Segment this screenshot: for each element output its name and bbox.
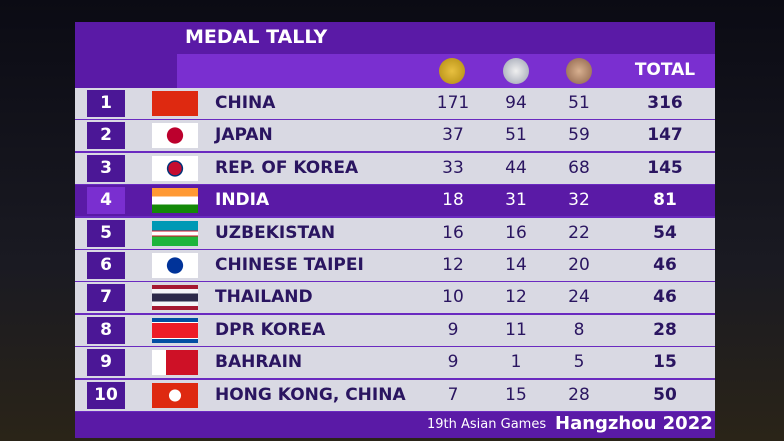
bronze-icon — [566, 58, 592, 84]
table-row: 7 THAILAND 10 12 24 46 — [75, 282, 715, 316]
silver-count: 15 — [505, 384, 527, 405]
country: HONG KONG, CHINA — [215, 384, 406, 405]
bronze-count: 20 — [568, 255, 590, 275]
total-count: 46 — [653, 287, 677, 308]
gold-count: 9 — [447, 319, 459, 340]
bronze-count: 5 — [573, 352, 585, 373]
rank: 9 — [87, 349, 125, 377]
gold-count: 7 — [447, 384, 459, 405]
rank: 3 — [87, 154, 125, 182]
silver-count: 51 — [505, 125, 527, 146]
country: UZBEKISTAN — [215, 222, 336, 243]
bronze-count: 28 — [568, 384, 590, 405]
flag — [152, 220, 198, 246]
flag — [152, 382, 198, 408]
flag — [152, 123, 198, 149]
total-count: 316 — [647, 93, 683, 113]
total-count: 54 — [653, 222, 677, 243]
header: MEDAL TALLY TOTAL — [75, 22, 715, 88]
silver-count: 12 — [505, 287, 527, 308]
table-row: 6 CHINESE TAIPEI 12 14 20 46 — [75, 250, 715, 283]
total-header: TOTAL — [634, 60, 696, 80]
flag — [152, 350, 198, 376]
table-row: 10 HONG KONG, CHINA 7 15 28 50 — [75, 379, 715, 413]
title: MEDAL TALLY — [185, 26, 328, 48]
gold-count: 12 — [442, 255, 464, 275]
country: THAILAND — [215, 287, 313, 308]
country: REP. OF KOREA — [215, 157, 359, 178]
silver-icon — [503, 58, 529, 84]
table-row: 1 CHINA 171 94 51 316 — [75, 88, 715, 121]
table-row: 2 JAPAN 37 51 59 147 — [75, 120, 715, 154]
total-count: 81 — [653, 190, 677, 211]
total-count: 50 — [653, 384, 677, 405]
table-row: 9 BAHRAIN 9 1 5 15 — [75, 347, 715, 381]
total-count: 147 — [647, 125, 683, 146]
total-count: 46 — [653, 255, 677, 275]
table-row: 3 REP. OF KOREA 33 44 68 145 — [75, 152, 715, 186]
gold-count: 37 — [442, 125, 464, 146]
country: DPR KOREA — [215, 319, 326, 340]
flag — [152, 155, 198, 181]
medal-panel: MEDAL TALLY TOTAL 1 CHINA 171 94 51 316 2 JAPAN… — [75, 22, 715, 438]
table-row: 4 INDIA 18 31 32 81 — [75, 185, 715, 219]
country: CHINESE TAIPEI — [215, 255, 364, 275]
city: Hangzhou 2022 — [555, 413, 713, 434]
table-row: 5 UZBEKISTAN 16 16 22 54 — [75, 217, 715, 251]
flag — [152, 285, 198, 311]
rank: 1 — [87, 90, 125, 117]
rank: 6 — [87, 252, 125, 279]
bronze-count: 68 — [568, 157, 590, 178]
bronze-count: 32 — [568, 190, 590, 211]
silver-count: 1 — [510, 352, 522, 373]
flag — [152, 317, 198, 343]
country: BAHRAIN — [215, 352, 303, 373]
gold-count: 171 — [436, 93, 470, 113]
gold-count: 16 — [442, 222, 464, 243]
rank: 10 — [87, 381, 125, 409]
footer: 19th Asian Games Hangzhou 2022 — [75, 412, 715, 438]
event: 19th Asian Games — [427, 417, 547, 432]
gold-count: 33 — [442, 157, 464, 178]
bronze-count: 22 — [568, 222, 590, 243]
country: CHINA — [215, 93, 276, 113]
silver-count: 31 — [505, 190, 527, 211]
total-count: 15 — [653, 352, 677, 373]
silver-count: 14 — [505, 255, 527, 275]
silver-count: 11 — [505, 319, 527, 340]
rank: 4 — [87, 187, 125, 215]
rank: 8 — [87, 316, 125, 344]
total-count: 28 — [653, 319, 677, 340]
gold-count: 10 — [442, 287, 464, 308]
silver-count: 44 — [505, 157, 527, 178]
country: JAPAN — [215, 125, 273, 146]
gold-count: 9 — [447, 352, 459, 373]
gold-icon — [439, 58, 465, 84]
total-count: 145 — [647, 157, 683, 178]
bronze-count: 24 — [568, 287, 590, 308]
rank: 2 — [87, 122, 125, 150]
country: INDIA — [215, 190, 270, 211]
bronze-count: 51 — [568, 93, 590, 113]
bronze-count: 59 — [568, 125, 590, 146]
table-row: 8 DPR KOREA 9 11 8 28 — [75, 314, 715, 348]
rank: 5 — [87, 219, 125, 247]
gold-count: 18 — [442, 190, 464, 211]
rank: 7 — [87, 284, 125, 312]
bronze-count: 8 — [573, 319, 585, 340]
silver-count: 16 — [505, 222, 527, 243]
silver-count: 94 — [505, 93, 527, 113]
flag — [152, 91, 198, 116]
flag — [152, 188, 198, 214]
flag — [152, 253, 198, 278]
